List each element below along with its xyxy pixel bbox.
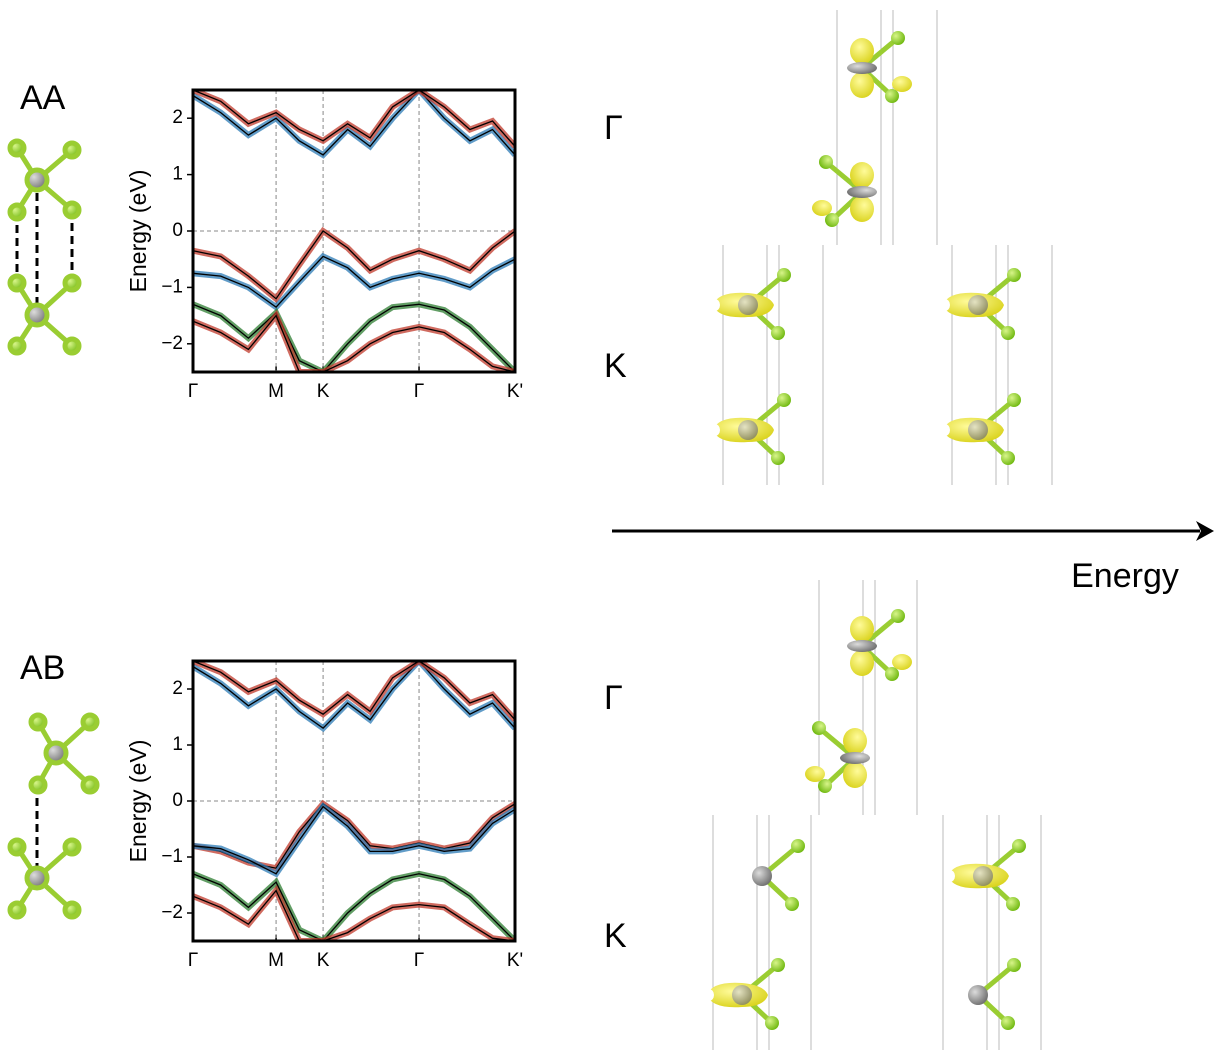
x-tick-label: M <box>268 950 284 971</box>
band-line <box>193 90 515 147</box>
y-tick-label: −1 <box>161 846 183 867</box>
band-chart: Γ M K Γ K' −2 −1 0 1 2 Energy (eV) <box>125 88 523 402</box>
y-axis-label: Energy (eV) <box>125 740 151 863</box>
y-tick-label: −2 <box>161 902 183 923</box>
stack-label: AA <box>20 79 66 117</box>
y-tick-label: −2 <box>161 333 183 354</box>
x-tick-label: Γ <box>414 950 424 971</box>
y-tick-label: 0 <box>172 220 183 241</box>
y-tick-label: 1 <box>172 734 183 755</box>
band-chart: Γ M K Γ K' −2 −1 0 1 2 Energy (eV) <box>125 659 523 971</box>
band-line <box>193 805 515 875</box>
plot-frame <box>191 88 517 374</box>
y-tick-label: 0 <box>172 790 183 811</box>
band-line <box>193 90 515 156</box>
x-tick-label: K' <box>507 950 523 971</box>
k-point-label: Γ <box>604 109 623 147</box>
plot-frame <box>191 659 517 943</box>
structure-ab <box>10 715 97 917</box>
band-halo <box>193 802 515 878</box>
x-tick-label: K <box>317 950 330 971</box>
band-line <box>193 661 515 730</box>
band-halo <box>193 661 515 733</box>
x-tick-label: Γ <box>414 381 424 402</box>
band-line <box>193 230 515 300</box>
x-tick-label: Γ <box>188 381 198 402</box>
x-tick-label: K <box>317 381 330 402</box>
y-tick-label: 2 <box>172 107 183 128</box>
k-point-label: Γ <box>604 679 623 717</box>
band-halo <box>193 90 515 159</box>
band-line <box>193 314 515 372</box>
structure-aa <box>10 141 79 353</box>
y-axis-label: Energy (eV) <box>125 170 151 293</box>
arrow-label: Energy <box>1071 557 1179 595</box>
band-halo <box>193 252 515 312</box>
band-line <box>193 661 515 721</box>
y-tick-label: −1 <box>161 276 183 297</box>
stack-label: AB <box>20 649 65 687</box>
x-tick-label: M <box>268 381 284 402</box>
band-line <box>193 889 515 941</box>
y-tick-label: 1 <box>172 164 183 185</box>
band-line <box>193 255 515 308</box>
k-point-label: K <box>604 347 627 385</box>
band-line <box>193 303 515 372</box>
band-line <box>193 873 515 941</box>
x-tick-label: Γ <box>188 950 198 971</box>
y-tick-label: 2 <box>172 678 183 699</box>
energy-arrow <box>612 521 1214 541</box>
k-point-label: K <box>604 917 627 955</box>
x-tick-label: K' <box>507 381 523 402</box>
